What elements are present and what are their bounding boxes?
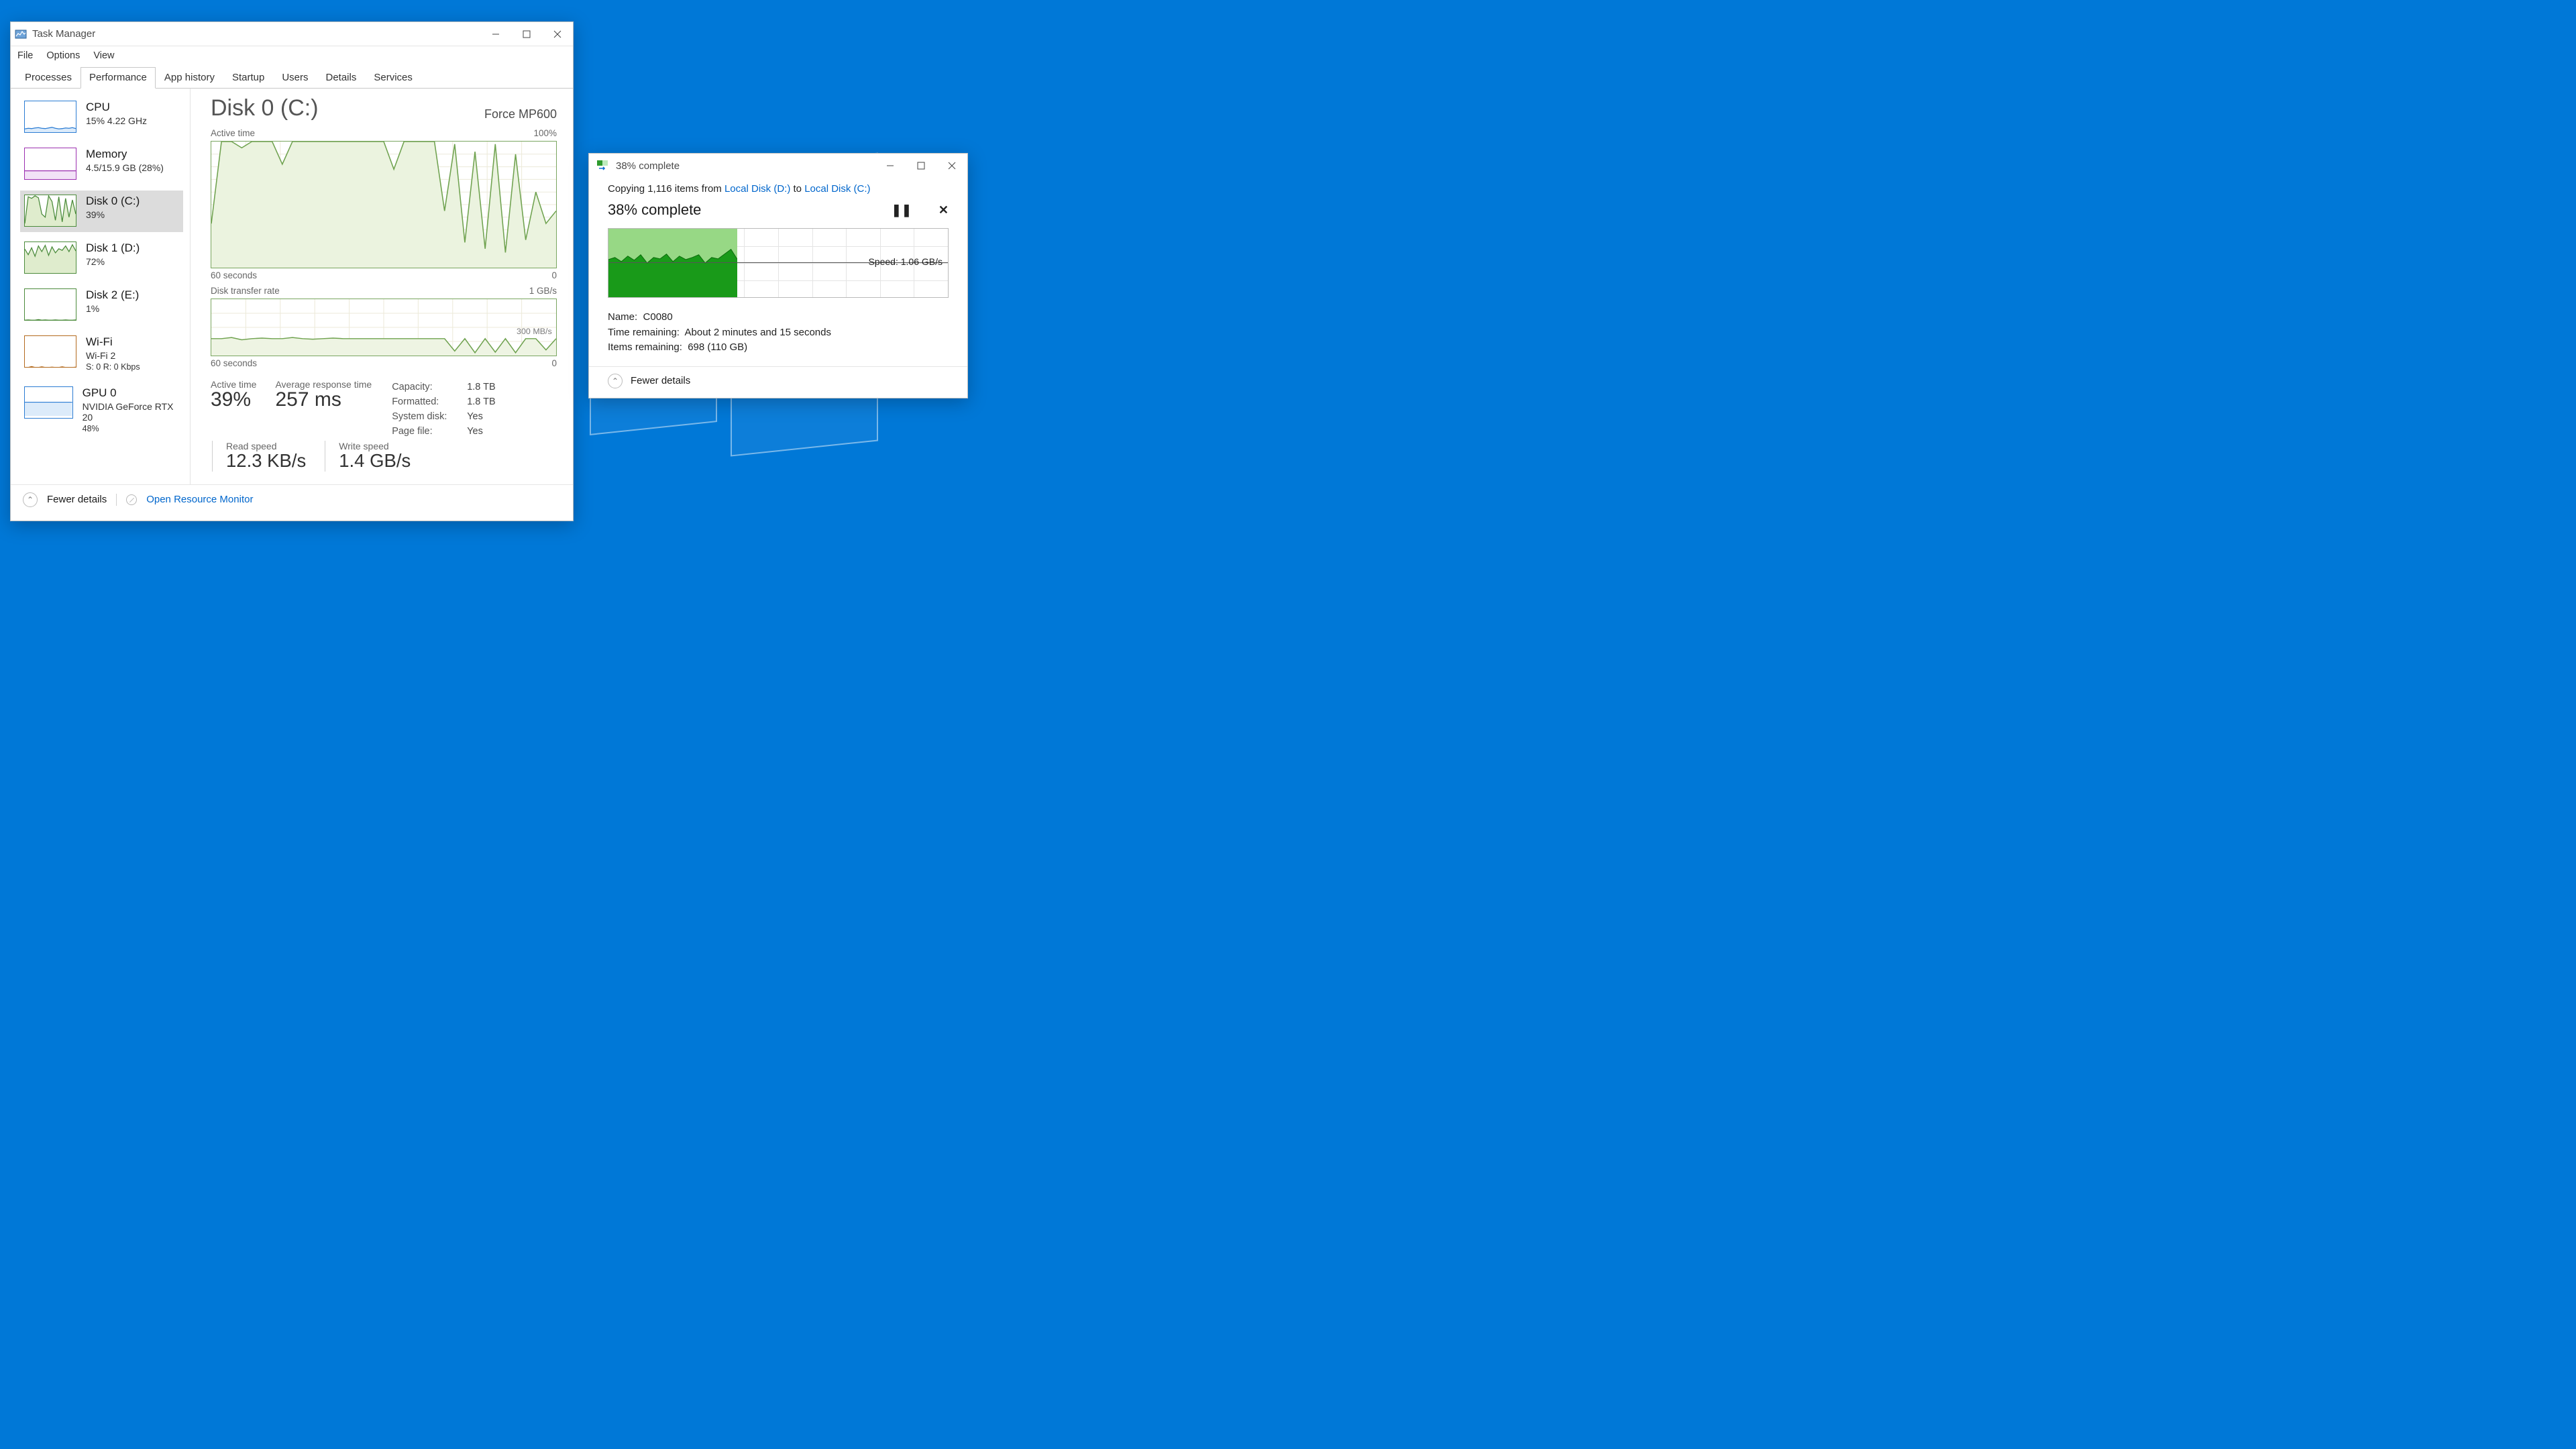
chart-active-label: Active time bbox=[211, 128, 255, 138]
chart-transfer-max: 1 GB/s bbox=[529, 286, 557, 296]
menu-bar: File Options View bbox=[11, 46, 573, 65]
tab-performance[interactable]: Performance bbox=[80, 67, 156, 89]
disk-model: Force MP600 bbox=[484, 107, 557, 121]
chart-transfer-label: Disk transfer rate bbox=[211, 286, 280, 296]
copy-progress-chart: Speed: 1.06 GB/s bbox=[608, 228, 949, 298]
resource-monitor-icon bbox=[126, 494, 137, 505]
sidebar-item-memory[interactable]: Memory4.5/15.9 GB (28%) bbox=[20, 144, 183, 185]
minimize-button[interactable] bbox=[875, 154, 906, 178]
disk-properties: Capacity:1.8 TBFormatted:1.8 TBSystem di… bbox=[390, 379, 503, 439]
chevron-up-icon[interactable]: ⌃ bbox=[23, 492, 38, 507]
stat-write-value: 1.4 GB/s bbox=[339, 450, 411, 472]
copy-message: Copying 1,116 items from Local Disk (D:)… bbox=[608, 183, 949, 195]
taskmgr-icon bbox=[15, 28, 27, 40]
fewer-details-link[interactable]: Fewer details bbox=[631, 375, 690, 386]
sidebar: CPU15% 4.22 GHz Memory4.5/15.9 GB (28%) … bbox=[11, 89, 191, 484]
tab-bar: ProcessesPerformanceApp historyStartupUs… bbox=[11, 66, 573, 89]
detail-items-remaining: 698 (110 GB) bbox=[688, 341, 747, 353]
stat-active-value: 39% bbox=[211, 388, 256, 411]
tab-app-history[interactable]: App history bbox=[156, 67, 223, 89]
sidebar-item-disk-1-d-[interactable]: Disk 1 (D:)72% bbox=[20, 237, 183, 279]
copy-percent-text: 38% complete bbox=[608, 201, 701, 219]
close-button[interactable] bbox=[542, 22, 573, 46]
chart-active bbox=[211, 141, 557, 268]
file-copy-dialog: 38% complete Copying 1,116 items from Lo… bbox=[588, 153, 968, 398]
tab-users[interactable]: Users bbox=[273, 67, 317, 89]
chevron-up-icon[interactable]: ⌃ bbox=[608, 374, 623, 388]
window-title: Task Manager bbox=[32, 28, 95, 40]
footer-bar: ⌃ Fewer details Open Resource Monitor bbox=[11, 484, 573, 514]
sidebar-item-gpu-0[interactable]: GPU 0NVIDIA GeForce RTX 2048% bbox=[20, 382, 183, 439]
tab-startup[interactable]: Startup bbox=[223, 67, 273, 89]
tab-details[interactable]: Details bbox=[317, 67, 366, 89]
tab-processes[interactable]: Processes bbox=[16, 67, 80, 89]
chart-transfer-footer-right: 0 bbox=[551, 358, 557, 368]
disk-heading: Disk 0 (C:) bbox=[211, 95, 319, 121]
maximize-button[interactable] bbox=[511, 22, 542, 46]
sidebar-item-cpu[interactable]: CPU15% 4.22 GHz bbox=[20, 97, 183, 138]
titlebar[interactable]: 38% complete bbox=[589, 154, 967, 178]
copy-footer: ⌃ Fewer details bbox=[589, 366, 967, 395]
window-title: 38% complete bbox=[616, 160, 680, 172]
chart-active-footer-right: 0 bbox=[551, 270, 557, 280]
chart-transfer-footer-left: 60 seconds bbox=[211, 358, 257, 368]
sidebar-item-wi-fi[interactable]: Wi-FiWi-Fi 2S: 0 R: 0 Kbps bbox=[20, 331, 183, 377]
pause-button[interactable]: ❚❚ bbox=[892, 203, 912, 217]
stat-resp-value: 257 ms bbox=[275, 388, 372, 411]
sidebar-item-disk-2-e-[interactable]: Disk 2 (E:)1% bbox=[20, 284, 183, 326]
svg-text:300 MB/s: 300 MB/s bbox=[517, 327, 552, 336]
from-disk-link[interactable]: Local Disk (D:) bbox=[724, 183, 790, 195]
copy-details: Name: C0080 Time remaining: About 2 minu… bbox=[608, 310, 949, 356]
tab-services[interactable]: Services bbox=[365, 67, 421, 89]
detail-name: C0080 bbox=[643, 311, 673, 323]
detail-time-remaining: About 2 minutes and 15 seconds bbox=[685, 327, 831, 338]
menu-file[interactable]: File bbox=[17, 50, 33, 61]
chart-active-max: 100% bbox=[533, 128, 557, 138]
chart-transfer: 300 MB/s bbox=[211, 299, 557, 356]
minimize-button[interactable] bbox=[480, 22, 511, 46]
menu-view[interactable]: View bbox=[93, 50, 114, 61]
to-disk-link[interactable]: Local Disk (C:) bbox=[804, 183, 870, 195]
fewer-details-link[interactable]: Fewer details bbox=[47, 494, 107, 505]
cancel-button[interactable]: ✕ bbox=[938, 203, 949, 217]
maximize-button[interactable] bbox=[906, 154, 936, 178]
main-pane: Disk 0 (C:) Force MP600 Active time 100%… bbox=[191, 89, 573, 484]
open-resource-monitor-link[interactable]: Open Resource Monitor bbox=[146, 494, 253, 505]
chart-active-footer-left: 60 seconds bbox=[211, 270, 257, 280]
copy-progress-icon bbox=[597, 160, 610, 171]
sidebar-item-disk-0-c-[interactable]: Disk 0 (C:)39% bbox=[20, 191, 183, 232]
close-button[interactable] bbox=[936, 154, 967, 178]
menu-options[interactable]: Options bbox=[46, 50, 80, 61]
stat-read-value: 12.3 KB/s bbox=[226, 450, 306, 472]
titlebar[interactable]: Task Manager bbox=[11, 22, 573, 46]
task-manager-window: Task Manager File Options View ProcessesPe… bbox=[10, 21, 574, 521]
